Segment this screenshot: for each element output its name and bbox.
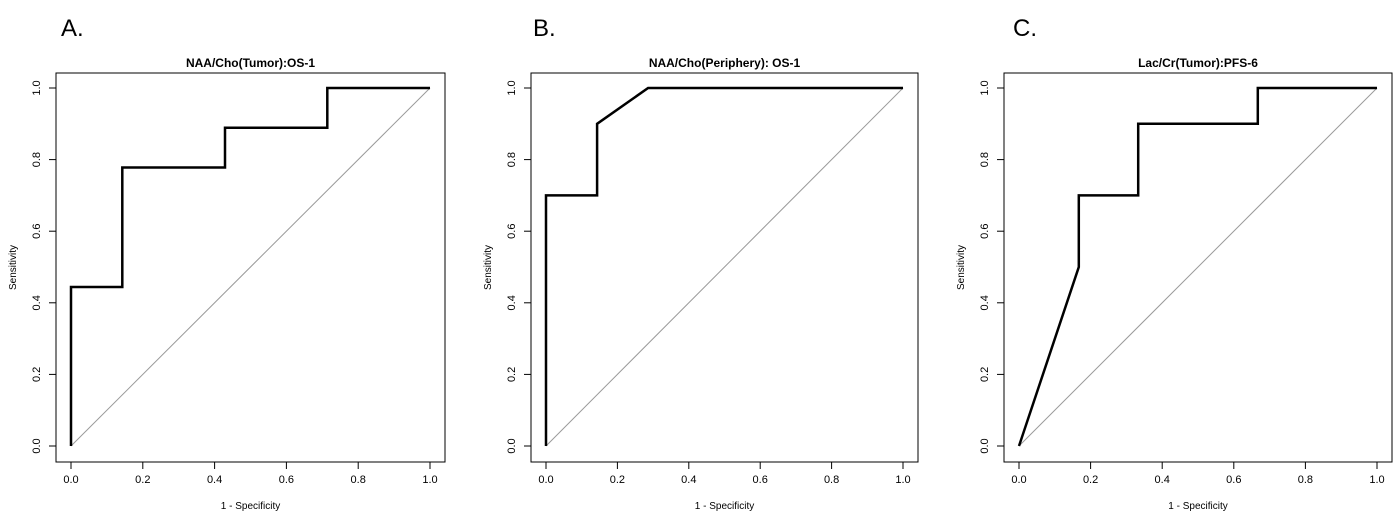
chart-title: NAA/Cho(Tumor):OS-1 <box>186 56 315 70</box>
x-tick-label: 0.2 <box>135 474 150 486</box>
x-tick-label: 0.4 <box>1155 474 1170 486</box>
x-tick-label: 0.2 <box>1083 474 1098 486</box>
x-tick-label: 0.8 <box>824 474 839 486</box>
y-tick-label: 0.4 <box>31 295 43 310</box>
x-tick-label: 0.0 <box>1011 474 1026 486</box>
panel-letter: B. <box>533 15 556 42</box>
chart-title: Lac/Cr(Tumor):PFS-6 <box>1138 56 1258 70</box>
x-tick-label: 1.0 <box>422 474 437 486</box>
roc-panel: B. NAA/Cho(Periphery): OS-1 0.0 0.2 0.4 0.6 0.… <box>483 15 919 512</box>
plot-frame <box>1003 72 1393 463</box>
y-tick-label: 0.6 <box>31 224 43 239</box>
x-tick-label: 0.4 <box>207 474 222 486</box>
reference-diagonal-line <box>545 87 904 447</box>
x-tick-label: 0.6 <box>279 474 294 486</box>
y-tick-label: 0.2 <box>506 367 518 382</box>
x-tick-label: 0.6 <box>753 474 768 486</box>
x-tick-label: 0.8 <box>351 474 366 486</box>
x-tick-label: 0.8 <box>1298 474 1313 486</box>
y-tick-label: 1.0 <box>979 80 991 95</box>
y-tick-label: 0.2 <box>31 367 43 382</box>
y-tick-label: 0.8 <box>506 152 518 167</box>
x-axis-label: 1 - Specificity <box>1168 501 1227 512</box>
y-tick-label: 0.6 <box>979 224 991 239</box>
y-tick-label: 0.0 <box>506 438 518 453</box>
y-tick-label: 0.8 <box>31 152 43 167</box>
x-tick-label: 0.4 <box>681 474 696 486</box>
y-tick-label: 0.6 <box>506 224 518 239</box>
y-tick-label: 0.2 <box>979 367 991 382</box>
y-tick-label: 1.0 <box>506 80 518 95</box>
y-tick-label: 0.4 <box>979 295 991 310</box>
x-tick-label: 1.0 <box>895 474 910 486</box>
reference-diagonal-line <box>70 87 431 447</box>
x-tick-label: 0.0 <box>63 474 78 486</box>
x-tick-label: 0.6 <box>1226 474 1241 486</box>
reference-diagonal-line <box>1018 87 1378 447</box>
y-tick-label: 0.0 <box>31 438 43 453</box>
plot-frame <box>55 72 446 463</box>
x-tick-label: 1.0 <box>1369 474 1384 486</box>
y-tick-label: 1.0 <box>31 80 43 95</box>
y-axis-label: Sensitivity <box>956 245 967 290</box>
x-tick-label: 0.0 <box>538 474 553 486</box>
roc-curve-line <box>544 86 903 446</box>
y-tick-label: 0.8 <box>979 152 991 167</box>
panel-letter: A. <box>61 15 84 42</box>
x-axis-label: 1 - Specificity <box>695 501 754 512</box>
y-tick-label: 0.4 <box>506 295 518 310</box>
roc-curve-line <box>1017 86 1377 447</box>
plot-frame <box>530 72 919 463</box>
y-axis-label: Sensitivity <box>483 245 494 290</box>
panel-letter: C. <box>1013 15 1037 42</box>
y-axis-label: Sensitivity <box>8 245 19 290</box>
roc-panel: C. Lac/Cr(Tumor):PFS-6 0.0 0.2 0.4 0.6 0.8 1.0 0… <box>956 15 1393 512</box>
roc-panel: A. NAA/Cho(Tumor):OS-1 0.0 0.2 0.4 0.6 0.8 1.0 0… <box>8 15 446 512</box>
x-axis-label: 1 - Specificity <box>221 501 280 512</box>
y-tick-label: 0.0 <box>979 438 991 453</box>
roc-curve-line <box>69 86 430 446</box>
chart-title: NAA/Cho(Periphery): OS-1 <box>649 56 801 70</box>
x-tick-label: 0.2 <box>610 474 625 486</box>
